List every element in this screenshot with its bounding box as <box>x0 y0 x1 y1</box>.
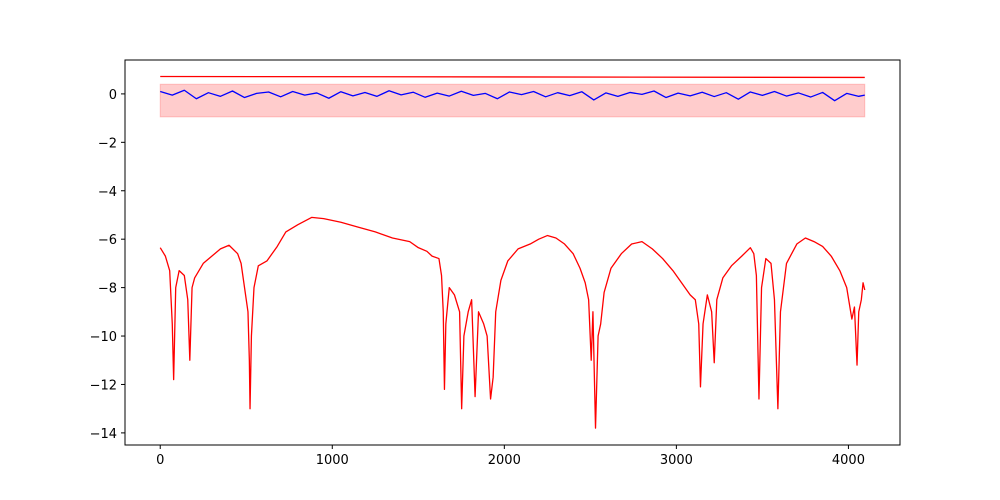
y-tick-label: −10 <box>90 330 117 345</box>
y-tick-label: −2 <box>98 136 117 151</box>
line <box>160 89 865 102</box>
plot-frame <box>124 59 901 446</box>
y-tick-label: −6 <box>98 233 117 248</box>
x-tick-label: 4000 <box>832 453 865 468</box>
x-tick-label: 3000 <box>660 453 693 468</box>
x-tick-label: 2000 <box>488 453 521 468</box>
x-tick-label: 1000 <box>316 453 349 468</box>
y-tick-label: −8 <box>98 282 117 297</box>
fill-band <box>159 83 866 118</box>
y-tick-label: −12 <box>90 378 117 393</box>
x-tick-label: 0 <box>156 453 164 468</box>
y-tick-label: 0 <box>109 88 117 103</box>
line <box>159 216 866 429</box>
y-tick-label: −14 <box>90 427 117 442</box>
y-tick-label: −4 <box>98 185 117 200</box>
line <box>160 75 865 79</box>
